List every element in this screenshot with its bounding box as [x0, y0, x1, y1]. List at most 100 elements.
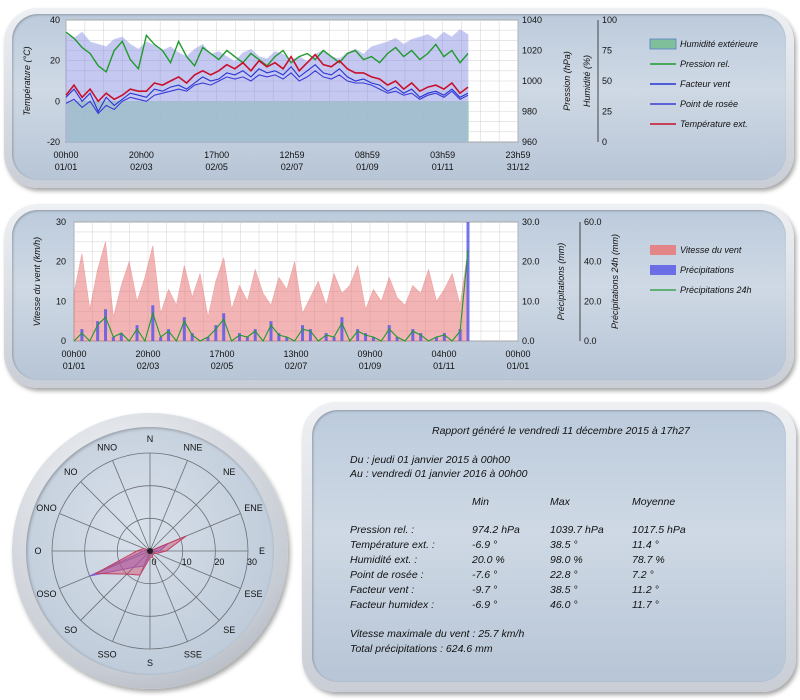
row-min: -6.9 °: [472, 599, 498, 611]
x-tick-date: 01/01: [55, 162, 78, 172]
row-max: 46.0 °: [550, 599, 578, 611]
series-facteur-vent: [65, 63, 469, 113]
x-tick-time: 12h59: [279, 150, 304, 160]
y-right1-tick-label: 20.0: [522, 257, 540, 267]
y-left-tick-label: 20: [50, 56, 60, 66]
radial-tick-label: 20: [214, 557, 224, 567]
y-left-tick-label: 40: [50, 15, 60, 25]
precip-bar: [119, 333, 123, 341]
row-avg: 11.4 °: [632, 539, 659, 551]
precip-bar: [340, 317, 344, 341]
precip-bar: [190, 333, 194, 341]
report-from: Du : jeudi 01 janvier 2015 à 00h00: [350, 454, 510, 466]
report-panel-inner: [312, 410, 786, 682]
y-right1-tick-label: 980: [522, 107, 537, 117]
precip-bar: [237, 333, 241, 341]
y-right2-tick-label: 25: [602, 107, 612, 117]
precip-bar: [442, 333, 446, 341]
x-tick-date: 02/05: [205, 162, 228, 172]
spoke: [112, 460, 151, 552]
x-tick-date: 01/09: [356, 162, 379, 172]
precip-bar: [395, 337, 399, 341]
x-tick-time: 20h00: [135, 349, 160, 359]
legend-label: Vitesse du vent: [680, 245, 742, 255]
spoke: [149, 550, 220, 621]
x-tick-date: 02/03: [137, 361, 160, 371]
spoke: [80, 481, 151, 552]
y-left-tick-label: -20: [47, 137, 60, 147]
row-label: Point de rosée :: [350, 569, 424, 581]
humidity-base-fill: [67, 101, 469, 142]
row-max: 98.0 %: [550, 554, 583, 566]
radial-tick-label: 0: [151, 557, 156, 567]
spoke: [149, 460, 188, 552]
y-left-axis-label: Température (°C): [22, 46, 32, 115]
precip-bar: [222, 313, 226, 341]
row-min: -6.9 °: [472, 539, 498, 551]
precip-bar: [214, 325, 218, 341]
direction-label: N: [147, 434, 154, 444]
y-right2-tick-label: 40.0: [584, 257, 602, 267]
x-tick-time: 23h59: [505, 150, 530, 160]
y-right1-tick-label: 10.0: [522, 296, 540, 306]
x-tick-time: 00h00: [505, 349, 530, 359]
row-max: 38.5 °: [550, 584, 578, 596]
series-vitesse: [93, 535, 187, 576]
direction-label: NE: [223, 467, 236, 477]
precip-bar: [253, 329, 257, 341]
series-precipitations-24h: [73, 249, 469, 343]
precip-bar: [301, 325, 305, 341]
spoke: [80, 550, 151, 621]
y-left-tick-label: 30: [56, 217, 66, 227]
legend-label: Point de rosée: [680, 99, 738, 109]
x-tick-time: 04h00: [431, 349, 456, 359]
direction-label: O: [34, 546, 41, 556]
spoke: [59, 550, 151, 589]
x-tick-date: 01/01: [63, 361, 86, 371]
x-tick-date: 02/07: [281, 162, 304, 172]
direction-label: ENE: [244, 503, 263, 513]
row-min: -9.7 °: [472, 584, 498, 596]
y-right2-axis-label: Humidité (%): [582, 55, 592, 107]
y-left-tick-label: 20: [56, 257, 66, 267]
precip-bar: [364, 333, 368, 341]
row-label: Humidité ext. :: [350, 554, 418, 566]
precip-bar: [151, 305, 155, 341]
precip-bar: [104, 309, 108, 341]
direction-label: OSO: [37, 589, 57, 599]
x-tick-time: 17h00: [209, 349, 234, 359]
row-max: 38.5 °: [550, 539, 578, 551]
precip-bar: [419, 333, 423, 341]
precip-bar: [332, 337, 336, 341]
direction-label: SSE: [184, 649, 202, 659]
x-tick-date: 01/01: [507, 361, 530, 371]
row-avg: 1017.5 hPa: [632, 524, 686, 536]
wind-rain-chart: 0 10 20 30 Vitesse du vent (km/h) 0.0 10.0 20.0…: [32, 217, 752, 371]
legend-label: Précipitations: [680, 265, 735, 275]
row-label: Température ext. :: [350, 539, 435, 551]
x-tick-date: 02/03: [130, 162, 153, 172]
precip-bar: [167, 329, 171, 341]
series-temperature-ext: [65, 53, 469, 103]
direction-label: NNE: [183, 443, 202, 453]
y-right2-tick-label: 0: [602, 137, 607, 147]
row-avg: 11.7 °: [632, 599, 659, 611]
y-right1-tick-label: 1040: [522, 15, 542, 25]
x-tick-date: 01/11: [432, 162, 454, 172]
y-right1-axis-label: Pression (hPa): [562, 51, 572, 111]
precip-bar: [434, 337, 438, 341]
precip-bar: [206, 337, 210, 341]
y-left-tick-label: 10: [56, 296, 66, 306]
precip-bar: [387, 325, 391, 341]
precip-bar: [245, 337, 249, 341]
row-label: Facteur vent :: [350, 584, 415, 596]
direction-label: ESE: [244, 589, 262, 599]
x-tick-time: 00h00: [53, 150, 78, 160]
spoke: [149, 481, 220, 552]
legend-label: Pression rel.: [680, 59, 730, 69]
y-right2-tick-label: 50: [602, 76, 612, 86]
report: Rapport généré le vendredi 11 décembre 2…: [322, 420, 778, 672]
x-tick-date: 01/11: [433, 361, 455, 371]
